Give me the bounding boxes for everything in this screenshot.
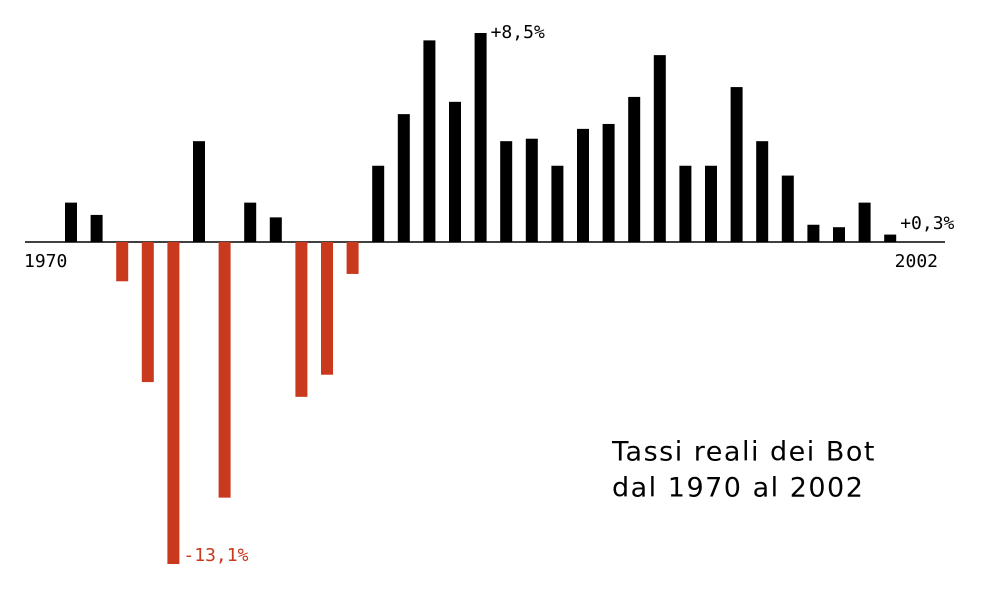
bar <box>653 55 666 242</box>
bar <box>244 202 257 242</box>
bar <box>90 214 103 242</box>
bar <box>346 241 359 274</box>
x-tick-label: 2002 <box>895 251 938 272</box>
bar <box>193 141 205 242</box>
chart-title: Tassi reali dei Bot <box>611 437 876 468</box>
bar <box>858 202 871 242</box>
bar <box>141 241 154 383</box>
value-label: +0,3% <box>900 213 954 234</box>
bar <box>781 175 794 242</box>
bar <box>372 165 385 242</box>
bar <box>65 202 77 242</box>
bar <box>807 224 820 242</box>
bar <box>474 33 487 242</box>
bar <box>449 101 461 242</box>
bar <box>730 87 743 242</box>
bar <box>551 165 564 242</box>
bar <box>577 128 589 242</box>
bar <box>218 241 231 498</box>
bar <box>321 241 333 375</box>
value-label: -13,1% <box>183 545 248 566</box>
bar <box>705 165 717 242</box>
bar <box>269 217 282 242</box>
bar <box>167 241 180 565</box>
bar <box>500 141 513 242</box>
bar <box>628 96 641 242</box>
bar <box>602 123 615 242</box>
value-label: +8,5% <box>491 22 545 43</box>
bar <box>423 40 436 242</box>
bar <box>397 114 410 242</box>
bar <box>679 165 692 242</box>
bar <box>116 241 129 282</box>
x-tick-label: 1970 <box>24 251 67 272</box>
bar <box>525 138 538 242</box>
bar <box>295 241 308 397</box>
bar <box>756 141 769 242</box>
bar <box>833 227 845 242</box>
chart-title: dal 1970 al 2002 <box>612 473 864 504</box>
bar <box>884 234 897 242</box>
